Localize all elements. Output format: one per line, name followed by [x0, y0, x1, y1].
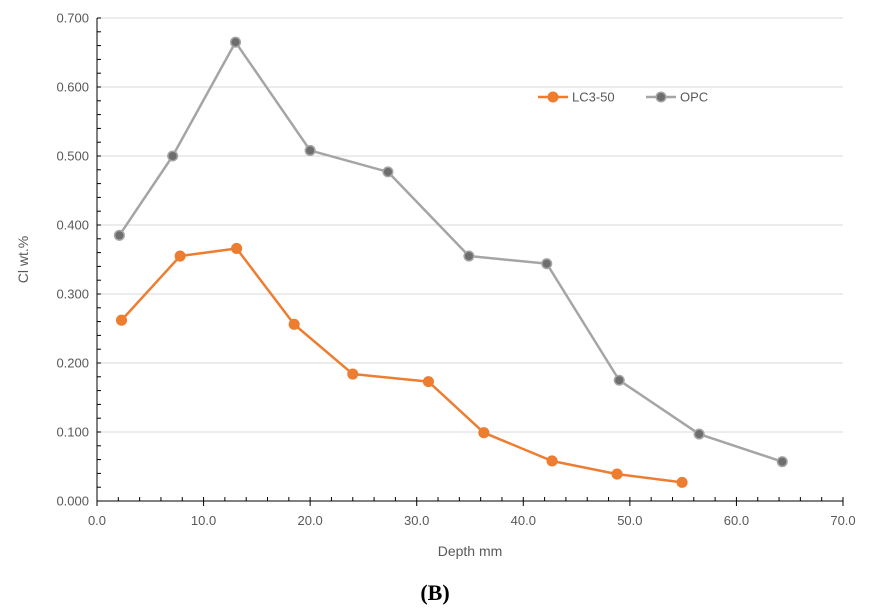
legend: LC3-50 OPC: [538, 90, 708, 105]
y-axis-title: Cl wt.%: [15, 236, 31, 283]
legend-label: OPC: [680, 90, 708, 105]
x-tick-label: 40.0: [511, 513, 536, 528]
x-axis-title: Depth mm: [438, 543, 503, 559]
y-tick-label: 0.400: [56, 218, 89, 233]
x-tick-label: 20.0: [297, 513, 322, 528]
legend-marker: [655, 91, 667, 103]
line-chart: 0.000 0.100 0.200 0.300 0.400 0.500 0.600 0.700…: [15, 11, 856, 560]
data-point: [174, 250, 186, 262]
data-point: [229, 36, 242, 48]
data-point: [231, 242, 243, 255]
y-tick-label: 0.600: [56, 80, 89, 95]
data-point: [541, 258, 553, 270]
y-tick-label: 0.300: [56, 287, 89, 302]
x-tick-label: 10.0: [191, 513, 216, 528]
data-point: [613, 374, 625, 386]
data-point: [676, 476, 688, 488]
y-tick-label: 0.100: [56, 425, 89, 440]
data-point: [422, 376, 434, 388]
series-line: [120, 247, 683, 484]
x-tick-label: 0.0: [88, 513, 106, 528]
y-tick-label: 0.700: [56, 11, 89, 26]
y-tick-label: 0.200: [56, 356, 89, 371]
data-point: [113, 229, 125, 241]
x-tick-label: 30.0: [404, 513, 429, 528]
data-point: [288, 318, 300, 330]
series-opc: [113, 36, 788, 468]
y-tick-label: 0.500: [56, 149, 89, 164]
x-tick-label: 60.0: [724, 513, 749, 528]
y-tick-label: 0.000: [56, 494, 89, 509]
data-point: [693, 428, 705, 440]
data-point: [611, 468, 623, 480]
x-tick-label: 70.0: [830, 513, 855, 528]
data-point: [167, 150, 179, 162]
data-point: [382, 166, 394, 178]
data-point: [115, 314, 128, 326]
data-point: [347, 368, 359, 380]
data-point: [776, 456, 788, 468]
data-point: [463, 250, 475, 262]
series-line: [118, 40, 783, 463]
data-point: [546, 455, 558, 467]
series-lc3-50: [115, 242, 688, 488]
data-point: [478, 427, 490, 439]
legend-marker: [547, 91, 559, 103]
data-point: [304, 144, 316, 157]
figure-caption: (B): [420, 580, 450, 605]
legend-label: LC3-50: [572, 90, 615, 105]
x-tick-label: 50.0: [617, 513, 642, 528]
